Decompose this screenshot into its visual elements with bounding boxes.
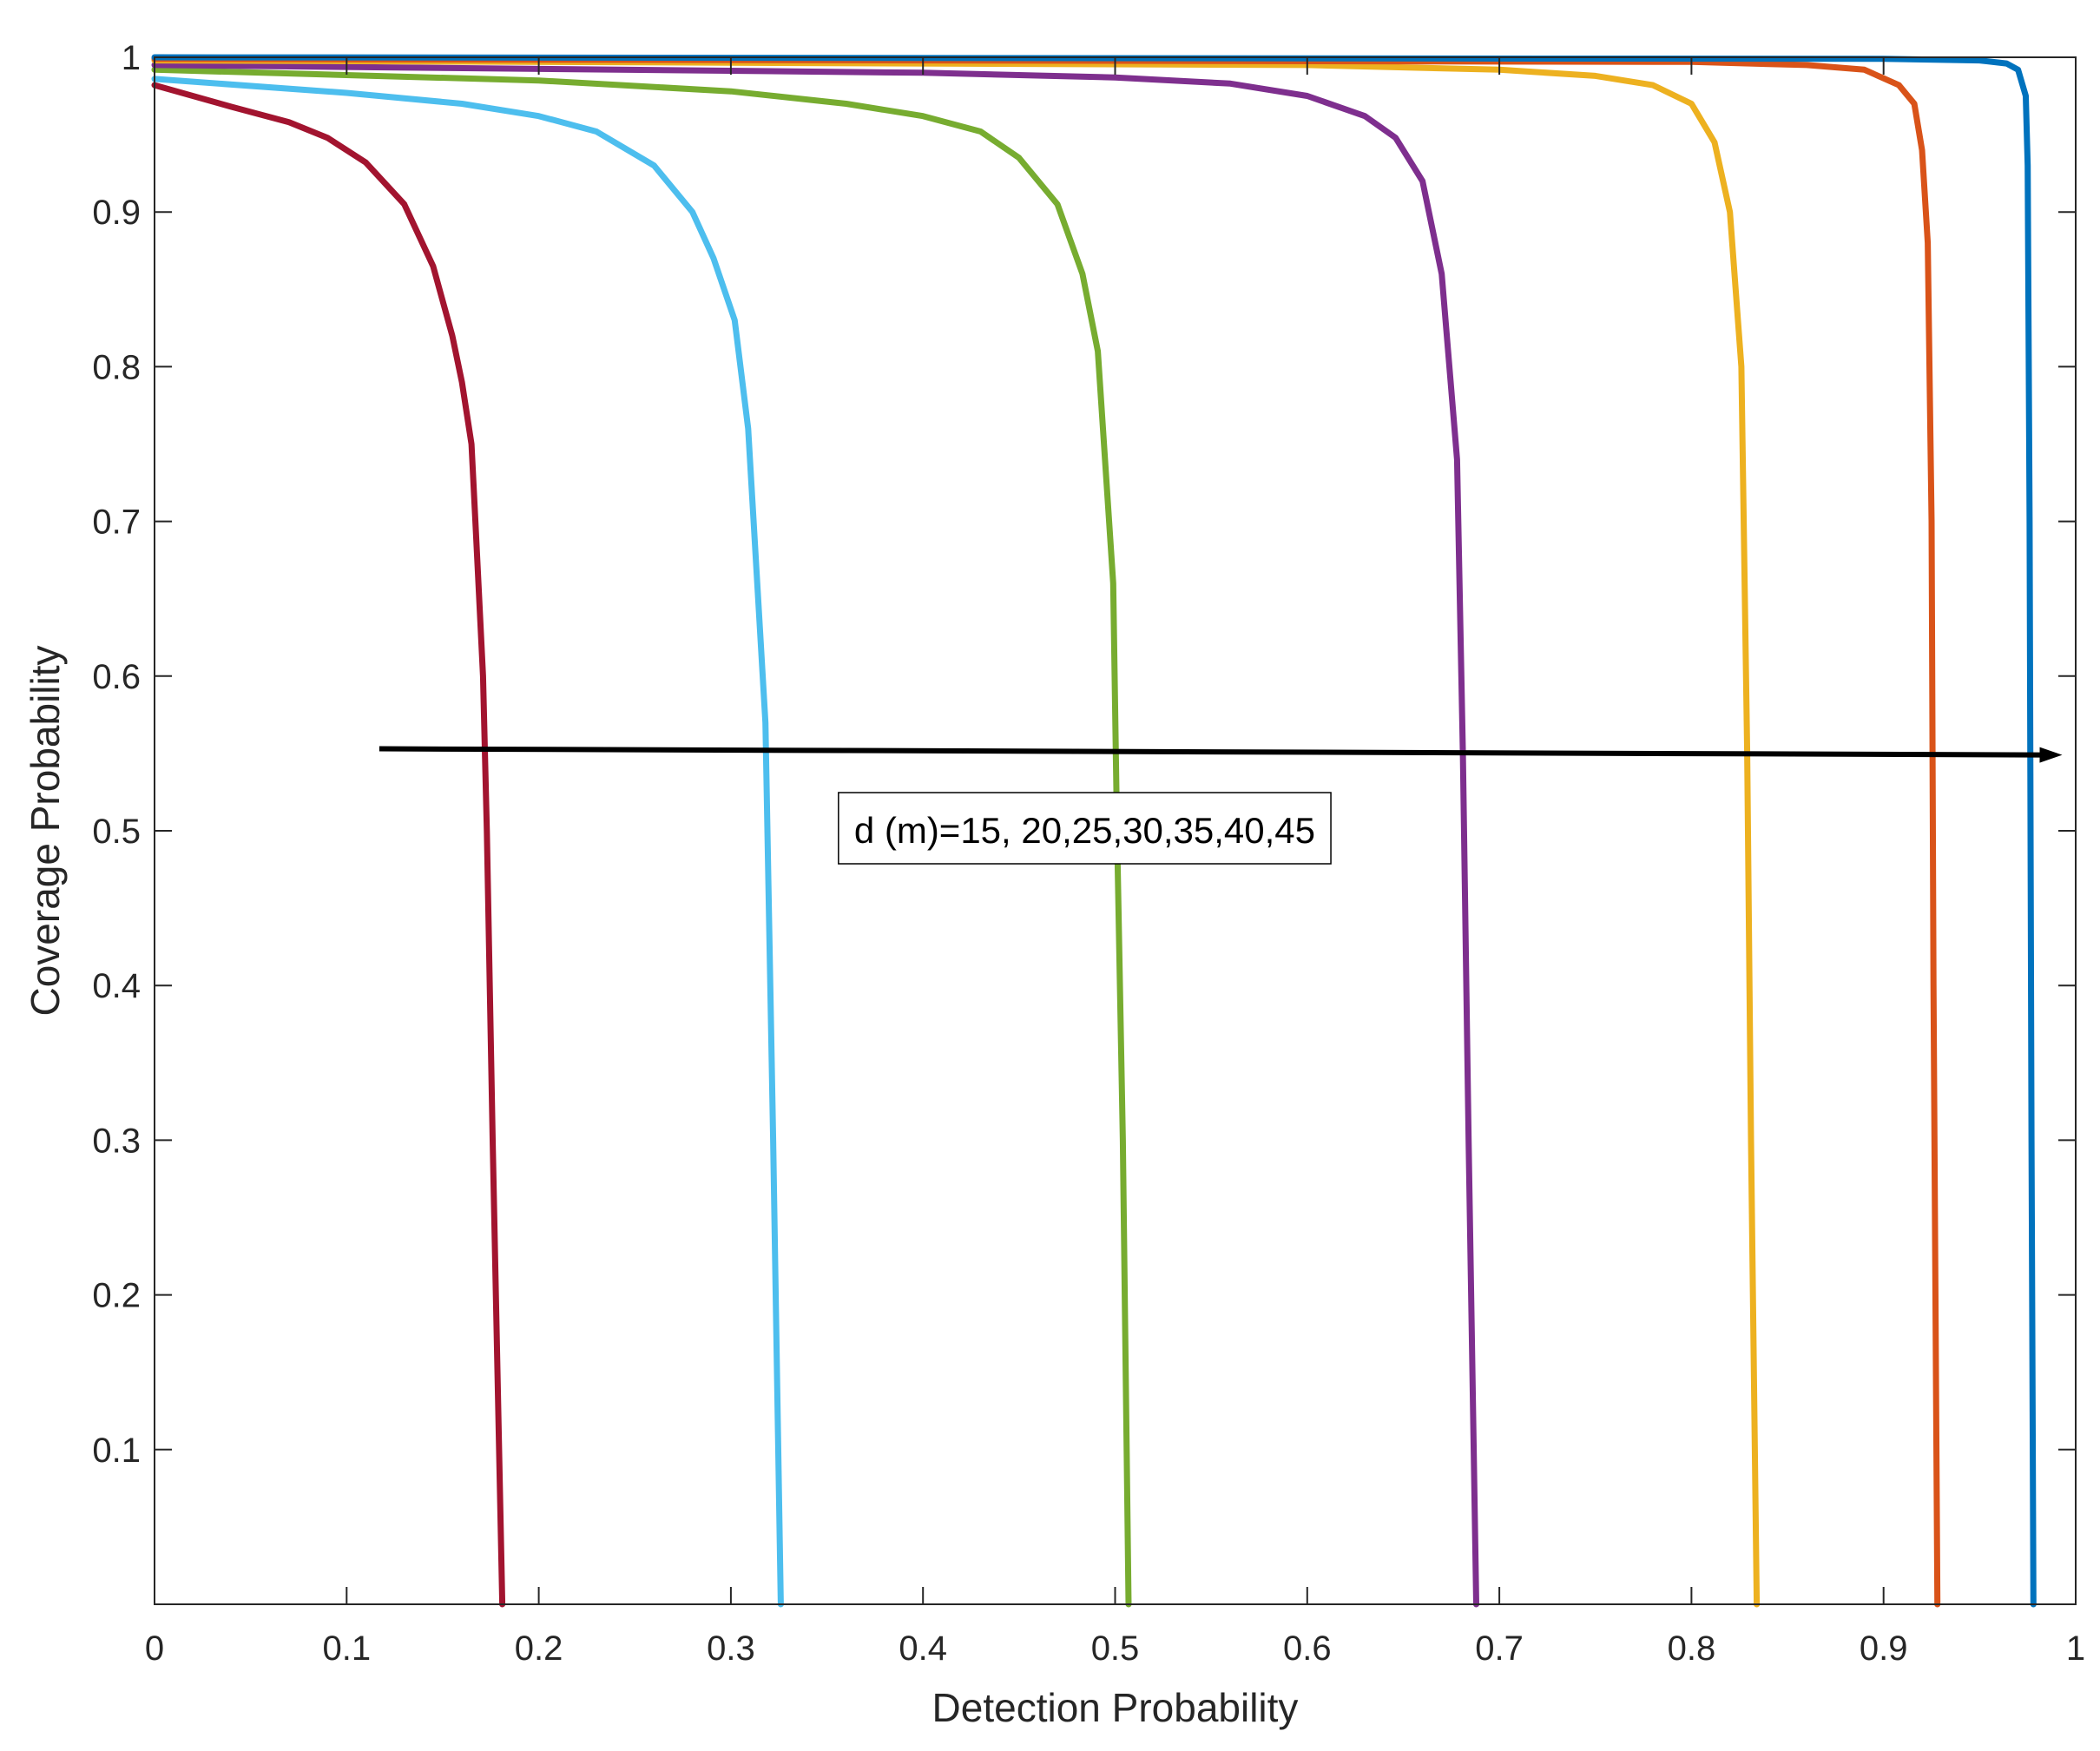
x-tick-label: 0.4 (899, 1629, 947, 1668)
series-line-7 (151, 54, 2037, 1608)
annotation-textbox: d (m)=15, 20,25,30,35,40,45 (838, 792, 1332, 865)
series-line-2 (151, 76, 784, 1608)
annotation-text: d (m)=15, 20,25,30,35,40,45 (854, 810, 1315, 851)
x-tick-label: 1 (2066, 1629, 2085, 1668)
annotation-arrow-shaft (379, 746, 2040, 758)
x-tick-label: 0.8 (1668, 1629, 1716, 1668)
y-tick-label: 0.3 (92, 1122, 141, 1160)
annotation-group: d (m)=15, 20,25,30,35,40,45 (379, 746, 2063, 865)
y-tick-label: 0.2 (92, 1277, 141, 1315)
x-tick-label: 0.1 (322, 1629, 371, 1668)
y-tick-label: 0.8 (92, 348, 141, 386)
y-tick-label: 0.6 (92, 658, 141, 696)
series-line-3 (151, 66, 1132, 1608)
series-line-1 (151, 82, 506, 1608)
y-tick-label: 0.7 (92, 504, 141, 542)
x-axis-label: Detection Probability (932, 1685, 1299, 1730)
y-tick-label: 0.4 (92, 967, 141, 1005)
annotation-textbox-border (838, 792, 1332, 865)
y-tick-label: 0.5 (92, 813, 141, 851)
x-tick-label: 0.9 (1860, 1629, 1908, 1668)
axes-group: 0 0.1 0.2 0.3 0.4 0.5 0.6 0.7 0.8 0.9 1 0.1 0.2 0.3 0.… (92, 39, 2085, 1668)
y-tick-label: 0.9 (92, 194, 141, 232)
x-tick-label: 0.5 (1091, 1629, 1140, 1668)
annotation-arrow-head (2039, 747, 2063, 763)
y-axis-label: Coverage Probability (23, 645, 68, 1016)
x-tick-label: 0 (145, 1629, 164, 1668)
x-tick-label: 0.2 (515, 1629, 563, 1668)
x-tick-label: 0.3 (707, 1629, 755, 1668)
x-tick-label: 0.6 (1283, 1629, 1332, 1668)
x-tick-label: 0.7 (1475, 1629, 1524, 1668)
y-tick-label: 0.1 (92, 1432, 141, 1470)
series-line-6 (151, 56, 1941, 1608)
series-line-5 (151, 57, 1761, 1608)
y-tick-label: 1 (122, 39, 141, 77)
axis-labels-group: Detection Probability Coverage Probabili… (23, 645, 1298, 1730)
